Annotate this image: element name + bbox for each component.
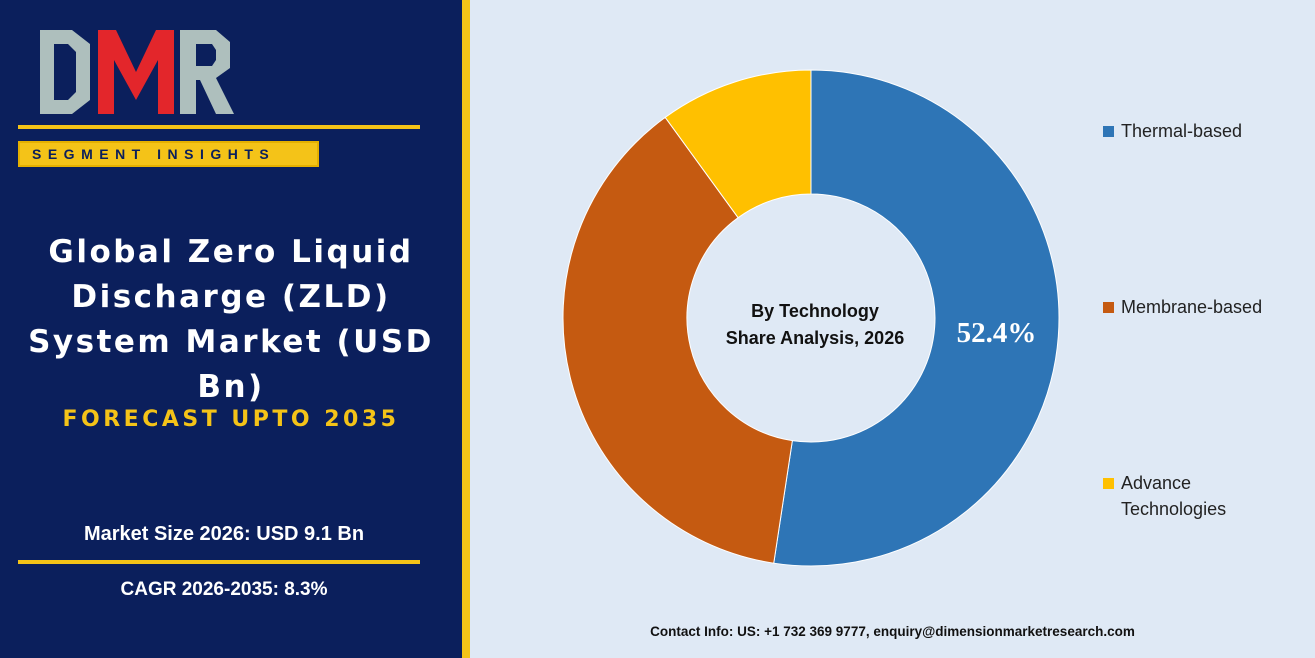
legend-item: Thermal-based [1103, 118, 1291, 144]
legend-swatch [1103, 126, 1114, 137]
divider-stripe [462, 0, 470, 658]
data-label-0: 52.4% [957, 317, 1037, 349]
legend-label: Advance Technologies [1121, 473, 1227, 519]
stats-gold-rule [18, 560, 420, 564]
dmr-logo [40, 30, 234, 114]
donut-slice-advance-technologies [664, 69, 812, 219]
donut-slice-thermal-based [773, 69, 1060, 567]
legend-item: Advance Technologies [1103, 470, 1291, 522]
center-label-line-2: Share Analysis, 2026 [726, 328, 904, 348]
forecast-subtitle: FORECAST UPTO 2035 [62, 407, 400, 432]
report-title: Global Zero Liquid Discharge (ZLD) Syste… [28, 234, 434, 405]
center-label-line-1: By Technology [751, 301, 879, 321]
legend-swatch [1103, 478, 1114, 489]
legend-label: Membrane-based [1121, 297, 1263, 317]
segment-insights-badge: SEGMENT INSIGHTS [18, 141, 319, 167]
market-size-stat: Market Size 2026: USD 9.1 Bn [83, 523, 365, 545]
legend-label: Thermal-based [1121, 121, 1243, 141]
legend-item: Membrane-based [1103, 294, 1291, 320]
top-gold-rule [18, 125, 420, 129]
legend-swatch [1103, 302, 1114, 313]
contact-info: Contact Info: US: +1 732 369 9777, enqui… [650, 624, 1135, 639]
donut-slice-membrane-based [562, 116, 793, 564]
cagr-stat: CAGR 2026-2035: 8.3% [120, 579, 328, 600]
